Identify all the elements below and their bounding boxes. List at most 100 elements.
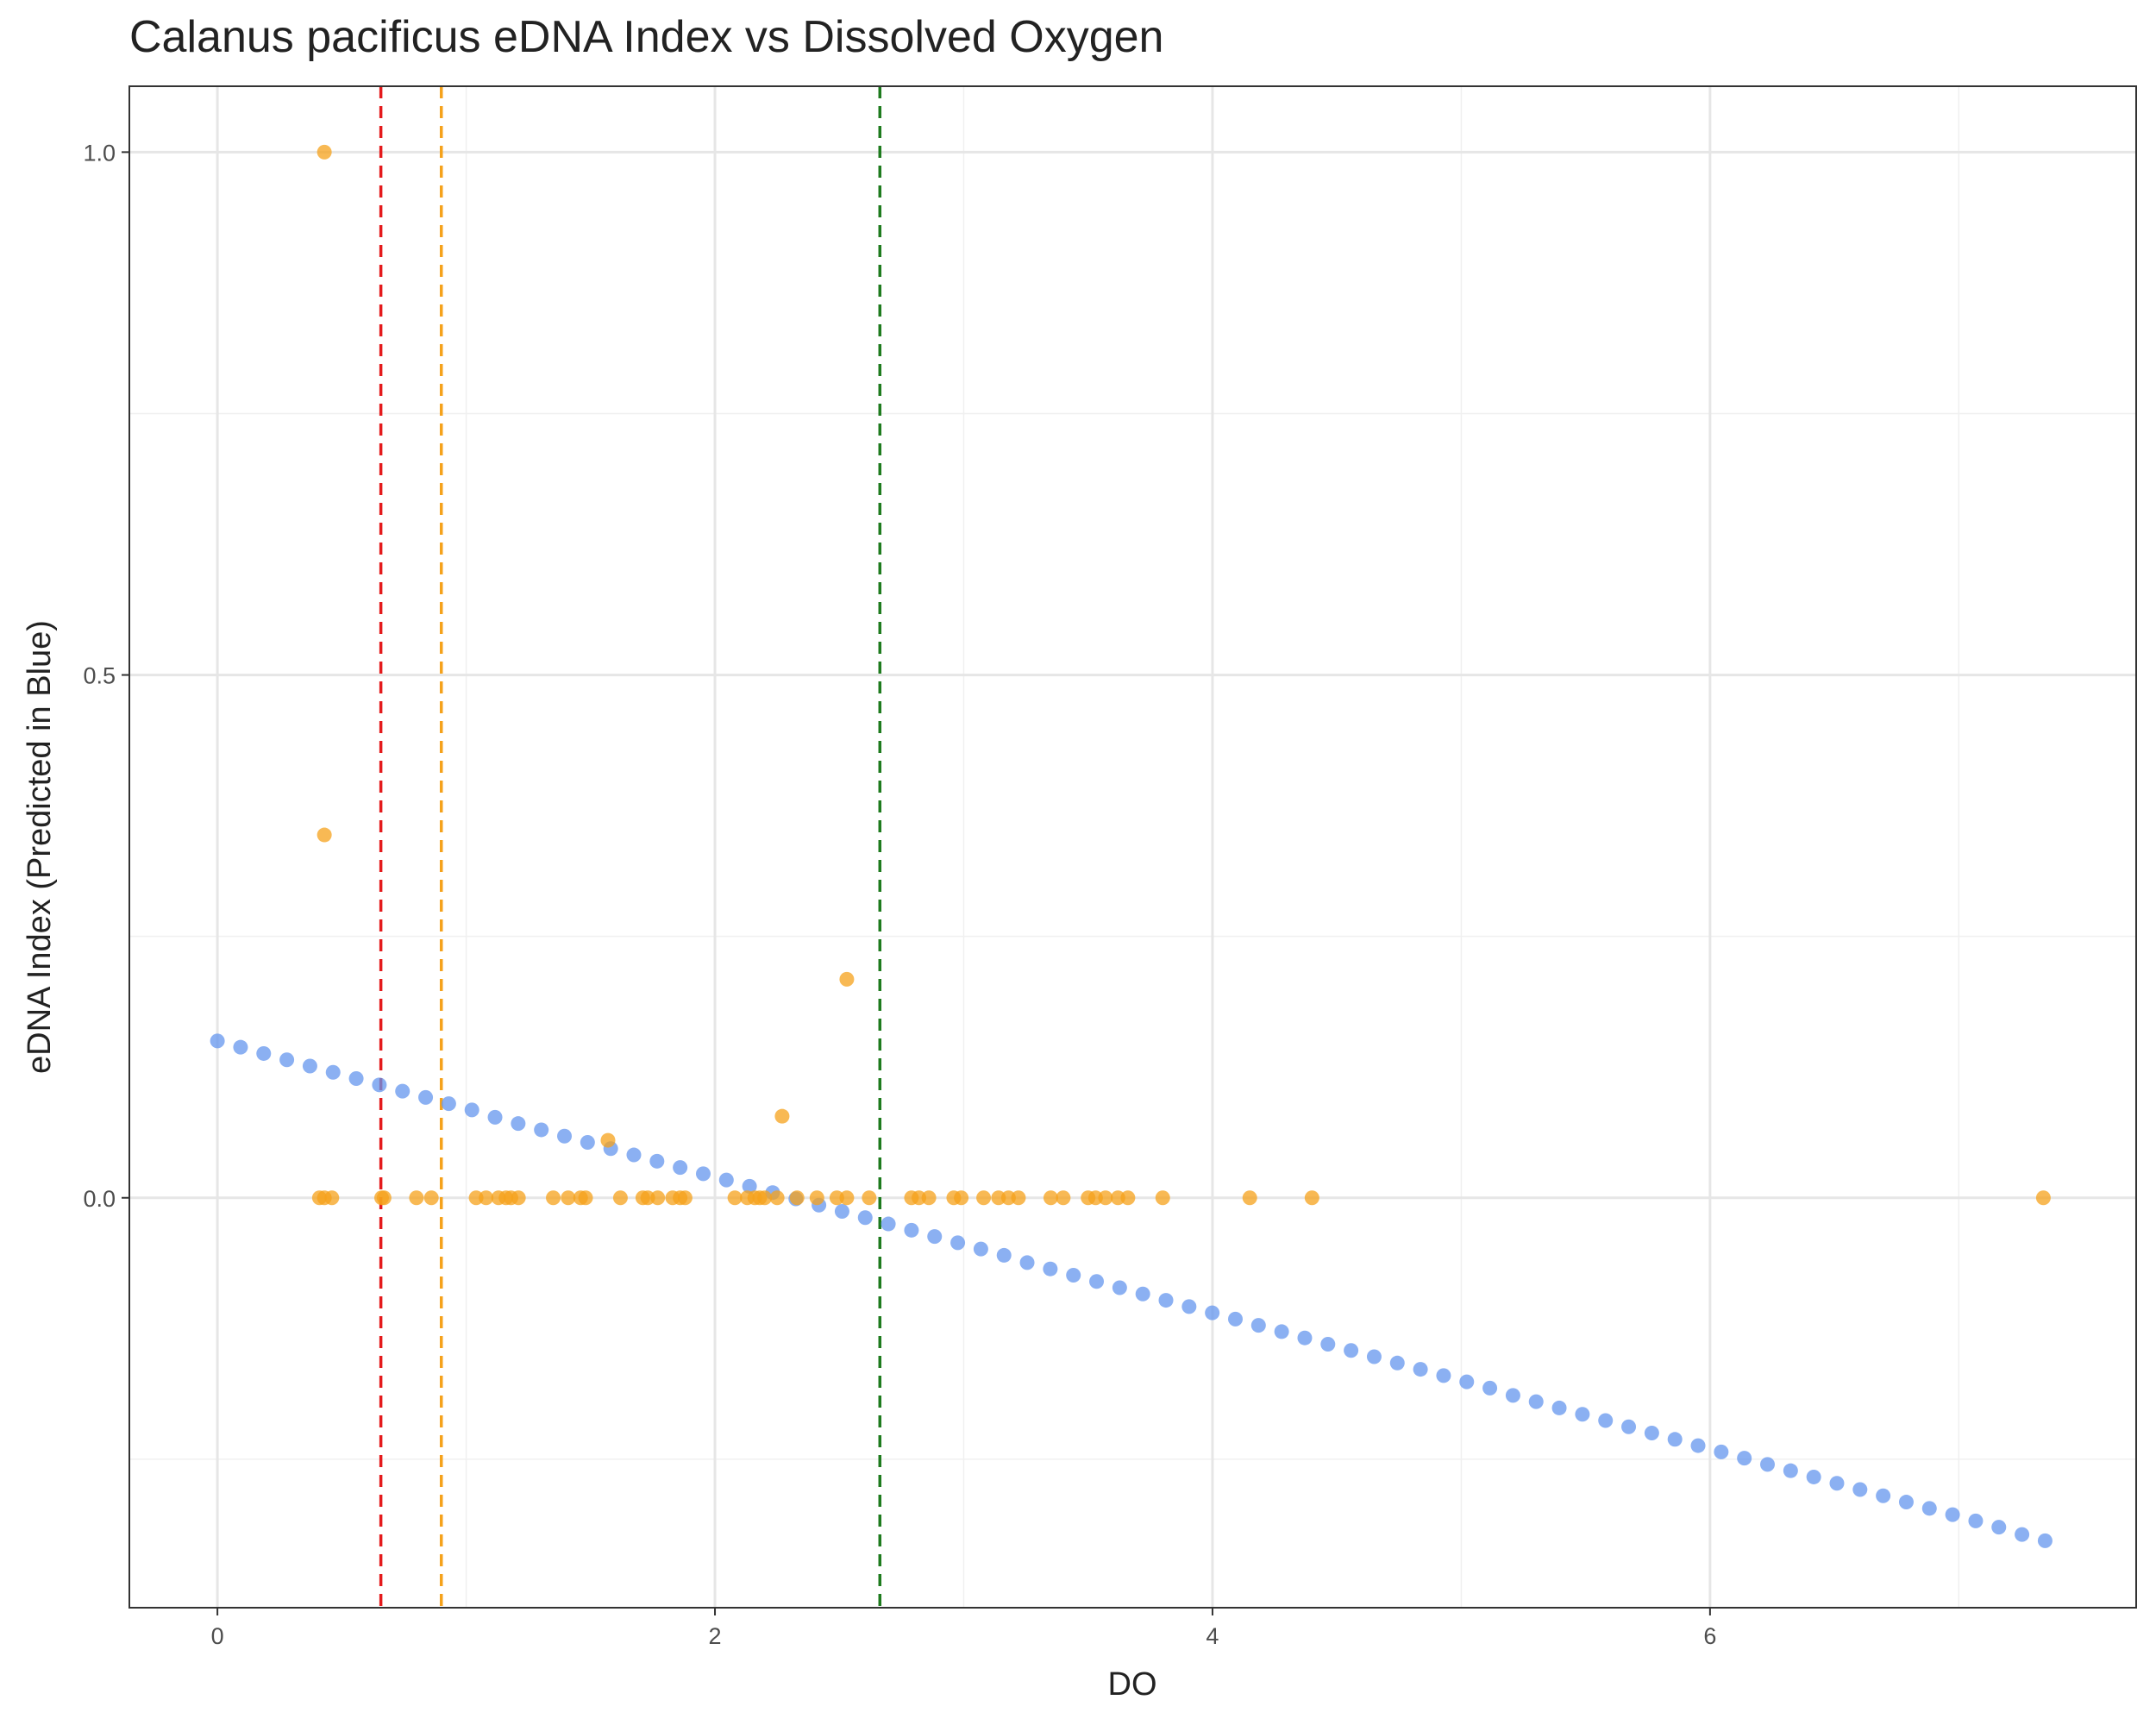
data-point bbox=[1459, 1374, 1475, 1389]
y-tick-label: 0.0 bbox=[83, 1186, 116, 1212]
data-point bbox=[839, 971, 855, 987]
data-point bbox=[1366, 1349, 1382, 1364]
data-point bbox=[612, 1190, 628, 1206]
data-point bbox=[834, 1204, 849, 1220]
data-point bbox=[1945, 1507, 1960, 1522]
data-point bbox=[673, 1160, 688, 1176]
data-point bbox=[561, 1190, 576, 1206]
data-point bbox=[372, 1077, 387, 1093]
data-point bbox=[1876, 1488, 1891, 1503]
data-point bbox=[1274, 1324, 1289, 1339]
data-point bbox=[1482, 1380, 1498, 1396]
data-point bbox=[1066, 1267, 1081, 1283]
data-point bbox=[742, 1178, 757, 1194]
data-point bbox=[376, 1190, 392, 1206]
data-point bbox=[1155, 1190, 1170, 1206]
data-point bbox=[1250, 1318, 1266, 1333]
data-point bbox=[789, 1190, 805, 1206]
data-point bbox=[769, 1190, 785, 1206]
data-point bbox=[1304, 1190, 1319, 1206]
data-point bbox=[1389, 1355, 1405, 1371]
x-tick-label: 6 bbox=[1703, 1623, 1716, 1649]
data-point bbox=[650, 1190, 666, 1206]
data-point bbox=[973, 1241, 988, 1257]
data-point bbox=[1505, 1388, 1520, 1403]
data-point bbox=[1898, 1495, 1914, 1510]
data-point bbox=[1551, 1400, 1567, 1415]
data-point bbox=[626, 1147, 642, 1163]
data-point bbox=[950, 1235, 966, 1251]
data-point bbox=[1806, 1469, 1821, 1484]
x-tick-label: 4 bbox=[1206, 1623, 1219, 1649]
data-point bbox=[1112, 1280, 1127, 1295]
data-point bbox=[954, 1190, 969, 1206]
data-point bbox=[1320, 1336, 1336, 1352]
data-point bbox=[487, 1109, 503, 1125]
data-point bbox=[1991, 1520, 2007, 1535]
data-point bbox=[1227, 1311, 1243, 1327]
data-point bbox=[348, 1071, 364, 1087]
data-point bbox=[921, 1190, 937, 1206]
data-point bbox=[578, 1190, 593, 1206]
y-tick-label: 1.0 bbox=[83, 140, 116, 166]
data-point bbox=[534, 1122, 549, 1138]
data-point bbox=[409, 1190, 424, 1206]
data-point bbox=[600, 1132, 616, 1148]
data-point bbox=[1783, 1463, 1798, 1478]
data-point bbox=[317, 827, 332, 843]
data-point bbox=[1043, 1261, 1058, 1276]
data-point bbox=[546, 1190, 561, 1206]
data-point bbox=[511, 1190, 526, 1206]
data-point bbox=[2037, 1533, 2053, 1548]
x-axis-label: DO bbox=[1108, 1666, 1157, 1703]
data-point bbox=[774, 1108, 790, 1124]
data-point bbox=[1019, 1255, 1035, 1270]
data-point bbox=[976, 1190, 992, 1206]
data-point bbox=[1011, 1190, 1026, 1206]
data-point bbox=[809, 1190, 824, 1206]
data-point bbox=[324, 1190, 340, 1206]
plot-border bbox=[128, 85, 2137, 1609]
data-point bbox=[2015, 1527, 2030, 1542]
data-point bbox=[839, 1190, 855, 1206]
data-point bbox=[1181, 1299, 1197, 1314]
data-point bbox=[927, 1229, 943, 1245]
data-point bbox=[1120, 1190, 1136, 1206]
data-point bbox=[302, 1058, 317, 1074]
data-point bbox=[1098, 1190, 1113, 1206]
chart-title: Calanus pacificus eDNA Index vs Dissolve… bbox=[129, 12, 1163, 62]
data-point bbox=[1690, 1438, 1706, 1453]
data-point bbox=[857, 1210, 873, 1226]
data-point bbox=[256, 1045, 272, 1061]
data-point bbox=[580, 1134, 595, 1150]
data-point bbox=[862, 1190, 877, 1206]
data-point bbox=[1852, 1482, 1868, 1497]
data-point bbox=[210, 1033, 225, 1049]
data-point bbox=[1158, 1293, 1174, 1308]
data-point bbox=[1575, 1407, 1590, 1422]
data-point bbox=[1598, 1413, 1614, 1428]
data-point bbox=[317, 144, 332, 160]
x-tick-label: 0 bbox=[211, 1623, 224, 1649]
y-tick-label: 0.5 bbox=[83, 663, 116, 689]
data-point bbox=[511, 1116, 526, 1132]
data-point bbox=[1714, 1444, 1729, 1459]
data-point bbox=[464, 1102, 479, 1118]
data-point bbox=[279, 1052, 295, 1068]
data-point bbox=[1056, 1190, 1071, 1206]
data-point bbox=[1344, 1343, 1359, 1358]
x-tick-label: 2 bbox=[709, 1623, 722, 1649]
data-point bbox=[1667, 1432, 1683, 1447]
data-point bbox=[727, 1190, 743, 1206]
data-point bbox=[1242, 1190, 1257, 1206]
data-point bbox=[1205, 1305, 1220, 1320]
data-point bbox=[757, 1190, 773, 1206]
data-point bbox=[1436, 1368, 1451, 1383]
data-point bbox=[1621, 1419, 1637, 1434]
data-point bbox=[557, 1128, 573, 1144]
data-point bbox=[1528, 1394, 1544, 1409]
data-point bbox=[677, 1190, 693, 1206]
data-point bbox=[325, 1064, 341, 1080]
